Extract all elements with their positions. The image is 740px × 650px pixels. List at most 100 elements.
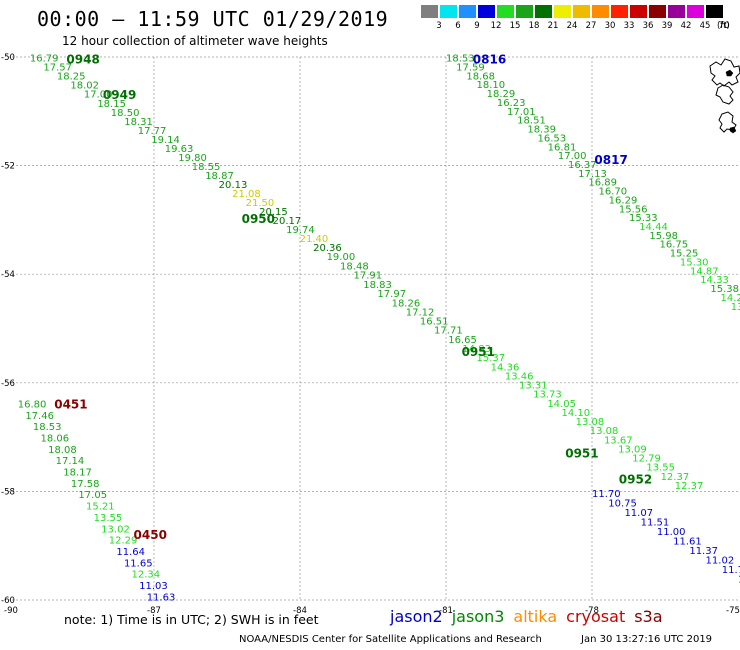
swh-value-label: 11.79 bbox=[722, 565, 740, 576]
swh-value-label: 18.53 bbox=[33, 422, 62, 433]
swh-value-label: 10.94 bbox=[738, 574, 740, 585]
swh-value-label: 19.14 bbox=[151, 135, 180, 146]
pass-time-label: 0817 bbox=[594, 153, 627, 167]
swh-value-label: 11.64 bbox=[116, 547, 145, 558]
scale-swatch-3 bbox=[421, 5, 438, 18]
y-tick-label: -56 bbox=[1, 379, 15, 389]
swh-value-label: 16.80 bbox=[18, 400, 47, 411]
y-tick-label: -60 bbox=[1, 596, 15, 606]
swh-value-label: 17.13 bbox=[578, 169, 607, 180]
swh-value-label: 15.98 bbox=[649, 231, 678, 242]
scale-swatch-18 bbox=[516, 5, 533, 18]
swh-value-label: 18.02 bbox=[70, 81, 99, 92]
swh-value-label: 12.37 bbox=[675, 481, 704, 492]
swh-value-label: 16.70 bbox=[599, 187, 628, 198]
swh-value-label: 21.40 bbox=[300, 234, 329, 245]
swh-value-label: 17.71 bbox=[434, 326, 463, 337]
swh-value-label: 17.00 bbox=[558, 151, 587, 162]
swh-value-label: 18.29 bbox=[487, 89, 516, 100]
x-tick-label: -90 bbox=[4, 606, 18, 616]
swh-value-label: 18.51 bbox=[517, 116, 546, 127]
swh-value-label: 18.48 bbox=[340, 261, 369, 272]
swh-value-label: 13.55 bbox=[646, 463, 675, 474]
scale-label-30: 30 bbox=[604, 21, 616, 31]
swh-value-label: 13.31 bbox=[519, 381, 548, 392]
swh-value-label: 18.83 bbox=[363, 280, 392, 291]
swh-value-label: 14.21 bbox=[721, 293, 740, 304]
pass-time-label: 0949 bbox=[103, 88, 136, 102]
swh-value-label: 17.00 bbox=[84, 90, 113, 101]
satellite-legend: jason2 jason3 altika cryosat s3a bbox=[390, 607, 672, 626]
swh-value-label: 20.17 bbox=[273, 216, 302, 227]
swh-value-label: 17.46 bbox=[25, 411, 54, 422]
swh-value-label: 12.34 bbox=[132, 570, 161, 581]
swh-value-label: 12.37 bbox=[661, 472, 690, 483]
swh-value-label: 11.03 bbox=[139, 581, 168, 592]
y-tick-label: -54 bbox=[1, 270, 15, 280]
swh-value-label: 16.79 bbox=[30, 54, 59, 65]
swh-value-label: 18.39 bbox=[527, 125, 556, 136]
scale-swatch-30 bbox=[592, 5, 609, 18]
swh-value-label: 18.68 bbox=[466, 71, 495, 82]
swh-value-label: 18.08 bbox=[48, 445, 77, 456]
swh-value-label: 21.50 bbox=[246, 198, 275, 209]
swh-value-label: 11.07 bbox=[624, 508, 653, 519]
pass-time-label: 0950 bbox=[242, 212, 275, 226]
swh-value-label: 17.57 bbox=[43, 63, 72, 74]
swh-value-label: 16.81 bbox=[548, 142, 577, 153]
x-tick-label: -78 bbox=[585, 606, 599, 616]
swh-value-label: 16.65 bbox=[448, 335, 477, 346]
swh-value-label: 11.37 bbox=[689, 546, 718, 557]
swh-value-label: 13.73 bbox=[533, 390, 562, 401]
swh-value-label: 11.00 bbox=[657, 527, 686, 538]
island-shape-1 bbox=[709, 58, 740, 87]
swh-value-label: 14.36 bbox=[491, 362, 520, 373]
swh-value-label: 18.15 bbox=[97, 99, 126, 110]
y-tick-label: -58 bbox=[1, 487, 15, 497]
island-shape-5 bbox=[729, 126, 737, 134]
scale-label-12: 12 bbox=[490, 21, 502, 31]
swh-value-label: 17.12 bbox=[406, 307, 435, 318]
swh-value-label: 13.55 bbox=[94, 513, 123, 524]
scale-swatch-21 bbox=[535, 5, 552, 18]
x-tick-label: -84 bbox=[293, 606, 307, 616]
swh-value-label: 14.44 bbox=[639, 222, 668, 233]
swh-value-label: 15.38 bbox=[710, 284, 739, 295]
pass-time-label: 0450 bbox=[134, 528, 167, 542]
footer-note: note: 1) Time is in UTC; 2) SWH is in fe… bbox=[64, 612, 319, 627]
swh-value-label: 11.70 bbox=[592, 489, 621, 500]
island-shape-2 bbox=[715, 84, 734, 105]
swh-value-label: 16.89 bbox=[588, 178, 617, 189]
scale-swatch-24 bbox=[554, 5, 571, 18]
scale-swatch-36 bbox=[630, 5, 647, 18]
color-scale-legend: 3 6 9 12 15 18 21 24 27 30 33 36 39 42 45 70 bbox=[421, 5, 729, 37]
swh-value-label: 16.23 bbox=[497, 98, 526, 109]
swh-value-label: 13.08 bbox=[576, 417, 605, 428]
swh-value-label: 14.87 bbox=[690, 266, 719, 277]
pass-time-label: 0951 bbox=[565, 446, 598, 460]
swh-value-label: 17.58 bbox=[71, 479, 100, 490]
generated-time: Jan 30 13:27:16 UTC 2019 bbox=[581, 634, 713, 645]
scale-label-39: 39 bbox=[661, 21, 673, 31]
swh-value-label: 18.55 bbox=[192, 162, 221, 173]
swh-value-label: 19.00 bbox=[327, 252, 356, 263]
swh-value-label: 15.25 bbox=[670, 249, 699, 260]
swh-value-label: 20.15 bbox=[259, 207, 288, 218]
swh-value-label: 16.53 bbox=[538, 133, 567, 144]
swh-value-label: 15.56 bbox=[619, 204, 648, 215]
page-title: 00:00 – 11:59 UTC 01/29/2019 bbox=[37, 7, 389, 31]
scale-swatch-9 bbox=[459, 5, 476, 18]
swh-value-label: 18.87 bbox=[205, 171, 234, 182]
x-tick-label: -81 bbox=[439, 606, 453, 616]
swh-value-label: 17.14 bbox=[56, 456, 85, 467]
swh-value-label: 18.06 bbox=[40, 434, 69, 445]
swh-value-label: 14.83 bbox=[462, 344, 491, 355]
swh-value-label: 21.08 bbox=[232, 189, 261, 200]
swh-value-label: 16.75 bbox=[660, 240, 689, 251]
swh-value-label: 17.77 bbox=[138, 126, 167, 137]
color-scale-unit: (ft) bbox=[717, 21, 730, 31]
pass-time-label: 0451 bbox=[54, 398, 87, 412]
swh-value-label: 18.10 bbox=[477, 80, 506, 91]
swh-value-label: 13.67 bbox=[604, 435, 633, 446]
scale-swatch-27 bbox=[573, 5, 590, 18]
